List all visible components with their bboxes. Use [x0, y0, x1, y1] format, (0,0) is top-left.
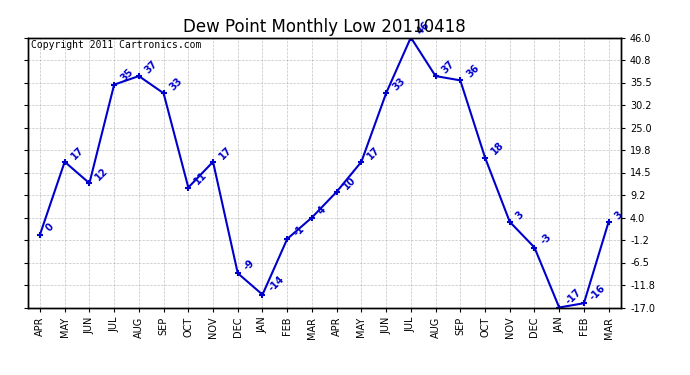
Text: 36: 36	[464, 63, 481, 80]
Text: 37: 37	[440, 58, 456, 75]
Text: -14: -14	[266, 274, 286, 294]
Text: 18: 18	[489, 140, 506, 157]
Text: 33: 33	[168, 76, 184, 92]
Text: 0: 0	[44, 222, 56, 234]
Text: 17: 17	[69, 144, 86, 161]
Text: 3: 3	[514, 209, 526, 221]
Text: -3: -3	[539, 232, 553, 247]
Text: 46: 46	[415, 20, 432, 37]
Text: 33: 33	[391, 76, 407, 92]
Title: Dew Point Monthly Low 20110418: Dew Point Monthly Low 20110418	[183, 18, 466, 36]
Text: 4: 4	[316, 205, 328, 217]
Text: 35: 35	[118, 67, 135, 84]
Text: -1: -1	[291, 224, 306, 238]
Text: 10: 10	[341, 174, 357, 191]
Text: Copyright 2011 Cartronics.com: Copyright 2011 Cartronics.com	[30, 40, 201, 50]
Text: -9: -9	[242, 258, 257, 272]
Text: -17: -17	[563, 287, 583, 307]
Text: 12: 12	[94, 166, 110, 182]
Text: 17: 17	[366, 144, 382, 161]
Text: 3: 3	[613, 209, 624, 221]
Text: 11: 11	[193, 170, 209, 187]
Text: 37: 37	[143, 58, 159, 75]
Text: -16: -16	[588, 283, 607, 302]
Text: 17: 17	[217, 144, 234, 161]
